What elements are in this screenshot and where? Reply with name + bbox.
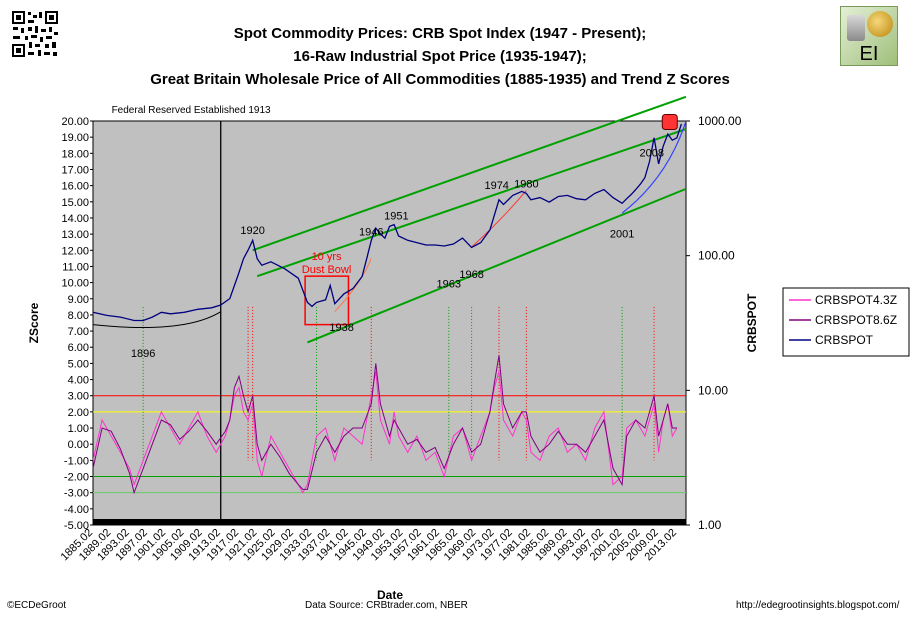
- left-tick-label: 1.00: [68, 423, 89, 435]
- trend-channel-line-1: [256, 128, 687, 278]
- left-tick-label: -2.00: [64, 472, 89, 484]
- trend-channel-line-0: [252, 95, 687, 252]
- banknote-icon: [847, 15, 865, 41]
- plot-bottom-band: [93, 519, 686, 525]
- left-tick-label: 2.00: [68, 407, 89, 419]
- fit-curve-1938: [334, 258, 372, 313]
- left-tick-label: 5.00: [68, 358, 89, 370]
- left-tick-label: 4.00: [68, 375, 89, 387]
- title-line-1: Spot Commodity Prices: CRB Spot Index (1…: [233, 25, 647, 42]
- chart: 20.00 19.00 18.00 17.00 16.00 15.00 14.00 13.00…: [27, 95, 910, 600]
- left-tick-label: 16.00: [61, 181, 89, 193]
- annotation-8: 1963: [437, 278, 461, 290]
- dust-bowl-box: [304, 275, 350, 326]
- left-tick-label: -3.00: [64, 488, 89, 500]
- y-axis-label-right: CRBSPOT: [745, 293, 759, 352]
- trend-channel-line-2: [307, 187, 687, 344]
- gold-coin-icon: [867, 11, 893, 37]
- annotation-13: 2008: [640, 148, 664, 160]
- left-tick-label: 19.00: [61, 132, 89, 144]
- right-tick-label: 10.00: [698, 383, 728, 397]
- left-tick-label: 14.00: [61, 213, 89, 225]
- left-tick-label: 13.00: [61, 229, 89, 241]
- footer-copyright: ©ECDeGroot: [7, 600, 67, 611]
- annotation-10: 1974: [484, 180, 508, 192]
- left-tick-label: -5.00: [64, 520, 89, 532]
- annotation-2: 1920: [240, 225, 264, 237]
- left-tick-label: 0.00: [68, 439, 89, 451]
- left-tick-label: 3.00: [68, 391, 89, 403]
- magnet-icon: [661, 114, 678, 131]
- series-line-crbspot86z: [92, 355, 677, 495]
- series-line-crbspot43z: [92, 371, 678, 494]
- plot-area: [92, 120, 687, 526]
- left-tick-label: 17.00: [61, 164, 89, 176]
- legend-label-1: CRBSPOT8.6Z: [815, 313, 897, 327]
- y-axis-label-left: ZScore: [27, 302, 41, 343]
- left-tick-label: -1.00: [64, 455, 89, 467]
- annotation-3: 10 yrs: [312, 251, 342, 263]
- right-tick-label: 1.00: [698, 518, 722, 532]
- right-tick-label: 1000.00: [698, 114, 742, 128]
- footer-data-source: Data Source: CRBtrader.com, NBER: [305, 600, 468, 611]
- chart-title: Spot Commodity Prices: CRB Spot Index (1…: [90, 22, 790, 91]
- fit-curve-2001: [621, 120, 687, 214]
- left-tick-label: 12.00: [61, 245, 89, 257]
- footer-blog-url: http://edegrootinsights.blogspot.com/: [736, 600, 900, 611]
- annotation-7: 1951: [384, 211, 408, 223]
- left-tick-label: 20.00: [61, 116, 89, 128]
- annotation-9: 1968: [459, 269, 483, 281]
- logo: EI: [840, 6, 898, 66]
- series-line-crbspot: [92, 123, 683, 322]
- annotation-11: 1980: [514, 178, 538, 190]
- fit-curve-1968: [471, 190, 527, 248]
- left-tick-label: 11.00: [62, 261, 89, 273]
- annotation-5: 1938: [329, 322, 353, 334]
- legend-label-0: CRBSPOT4.3Z: [815, 293, 897, 307]
- left-tick-label: 6.00: [68, 342, 89, 354]
- title-line-2: 16-Raw Industrial Spot Price (1935-1947)…: [293, 48, 587, 65]
- annotation-6: 1946: [359, 227, 383, 239]
- left-tick-label: 8.00: [68, 310, 89, 322]
- left-tick-label: 10.00: [61, 278, 89, 290]
- fit-curve-1896: [92, 311, 221, 328]
- x-axis-label: Date: [377, 588, 403, 600]
- left-tick-label: 7.00: [68, 326, 89, 338]
- left-tick-label: -4.00: [64, 504, 89, 516]
- annotation-0: Federal Reserved Established 1913: [112, 105, 271, 116]
- legend-label-2: CRBSPOT: [815, 333, 874, 347]
- annotation-1: 1896: [131, 348, 155, 360]
- left-tick-label: 15.00: [61, 197, 89, 209]
- left-tick-label: 18.00: [61, 148, 89, 160]
- qr-code-icon: [11, 10, 59, 58]
- right-tick-label: 100.00: [698, 249, 735, 263]
- annotation-4: Dust Bowl: [302, 264, 352, 276]
- annotation-12: 2001: [610, 228, 634, 240]
- logo-text: EI: [859, 43, 879, 65]
- left-tick-label: 9.00: [68, 294, 89, 306]
- title-line-3: Great Britain Wholesale Price of All Com…: [150, 71, 730, 88]
